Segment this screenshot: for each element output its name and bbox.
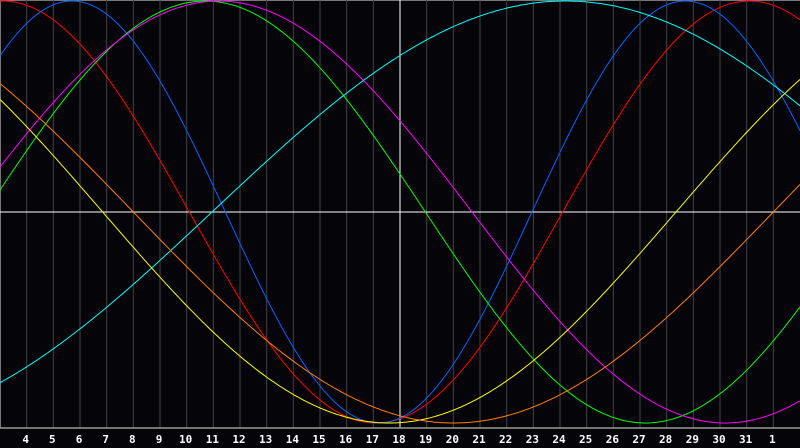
x-tick-label: 31 [739, 433, 753, 446]
x-tick-label: 7 [102, 433, 109, 446]
x-tick-label: 16 [339, 433, 353, 446]
series-line-4 [0, 0, 800, 384]
x-tick-label: 22 [499, 433, 512, 446]
x-tick-label: 28 [659, 433, 672, 446]
x-tick-label: 12 [232, 433, 245, 446]
series-line-5 [0, 79, 800, 424]
series-line-1 [0, 0, 800, 424]
x-tick-label: 5 [49, 433, 56, 446]
series-line-3 [0, 0, 800, 424]
x-tick-label: 1 [769, 433, 776, 446]
x-tick-label: 15 [312, 433, 325, 446]
x-tick-label: 13 [259, 433, 272, 446]
x-tick-label: 9 [156, 433, 163, 446]
x-tick-label: 11 [206, 433, 220, 446]
x-tick-label: 24 [552, 433, 566, 446]
x-tick-label: 26 [606, 433, 620, 446]
x-axis: 4 5 6 7 8 9 10 11 12 13 14 15 16 17 18 19 20 21 22 23 24 25 26… [0, 427, 800, 446]
x-tick-label: 14 [286, 433, 300, 446]
x-tick-label: 8 [129, 433, 136, 446]
grid [0, 0, 800, 428]
series-line-2 [0, 0, 800, 424]
series-line-6 [0, 83, 800, 424]
x-tick-label: 21 [472, 433, 486, 446]
x-tick-label: 25 [579, 433, 592, 446]
series-line-0 [0, 0, 800, 424]
x-tick-label: 6 [76, 433, 83, 446]
x-tick-label: 10 [179, 433, 192, 446]
x-tick-label: 19 [419, 433, 432, 446]
x-tick-label: 27 [632, 433, 645, 446]
x-tick-label: 30 [712, 433, 725, 446]
x-tick-label: 4 [22, 433, 29, 446]
x-tick-label: 17 [366, 433, 379, 446]
x-tick-label: 18 [392, 433, 405, 446]
x-tick-label: 20 [446, 433, 459, 446]
curves [0, 0, 800, 424]
x-tick-label: 23 [526, 433, 539, 446]
x-tick-label: 29 [686, 433, 699, 446]
